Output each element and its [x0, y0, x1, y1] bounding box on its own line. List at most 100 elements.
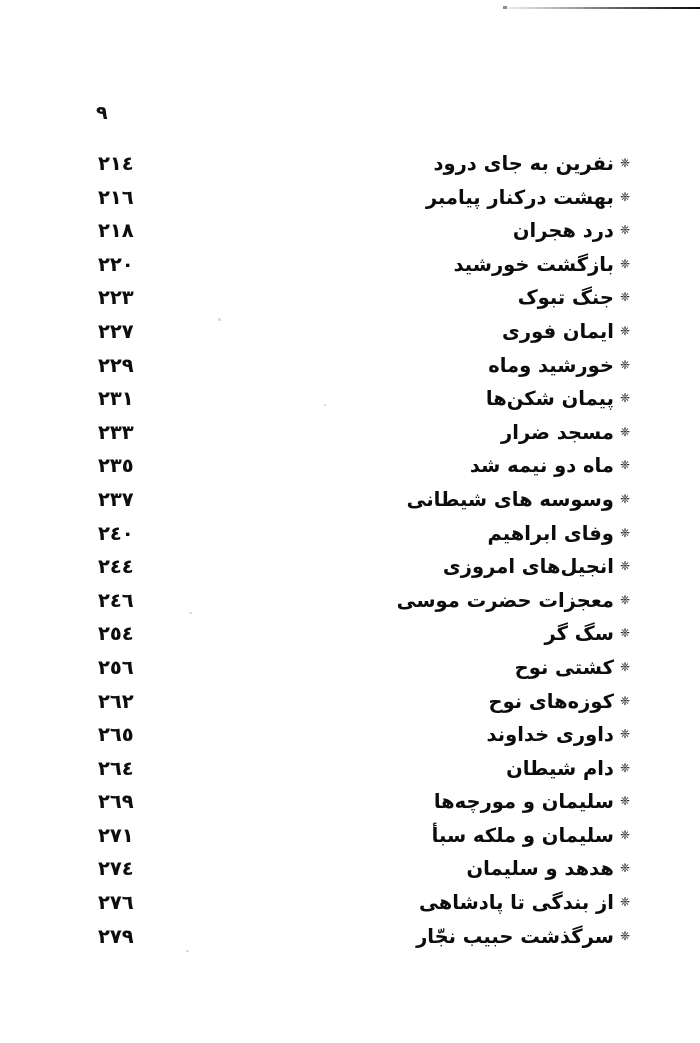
flower-bullet-icon: ❈ [619, 827, 630, 842]
toc-entry-title: درد هجران [512, 219, 614, 243]
toc-entry[interactable]: ❈ نفرین به جای درود [433, 152, 630, 176]
toc-entry[interactable]: ❈ وسوسه های شیطانی [407, 488, 630, 512]
toc-entry[interactable]: ❈ بازگشت خورشید [454, 253, 630, 277]
flower-bullet-icon: ❈ [619, 626, 630, 641]
toc-page-number: ٢٣٥ [98, 454, 134, 478]
toc-row[interactable]: ٢٣١ ❈ پیمان شکن‌ها [0, 387, 700, 421]
toc-row[interactable]: ٢٤٠ ❈ وفای ابراهیم [0, 522, 700, 556]
toc-entry[interactable]: ❈ سرگذشت حبیب نجّار [416, 925, 630, 949]
toc-entry[interactable]: ❈ داوری خداوند [487, 723, 630, 747]
toc-entry[interactable]: ❈ کشتی نوح [515, 656, 630, 680]
toc-entry[interactable]: ❈ دام شیطان [506, 757, 630, 781]
toc-row[interactable]: ٢٧٦ ❈ از بندگی تا پادشاهی [0, 891, 700, 925]
scan-edge-artifact [503, 7, 700, 9]
flower-bullet-icon: ❈ [619, 861, 630, 876]
toc-page-number: ٢١٤ [98, 152, 134, 175]
table-of-contents: ٢١٤ ❈ نفرین به جای درود ٢١٦ ❈ بهشت درکنار پیا… [0, 152, 700, 958]
toc-row[interactable]: ٢٢٣ ❈ جنگ تبوک [0, 286, 700, 320]
toc-entry[interactable]: ❈ ماه دو نیمه شد [470, 454, 630, 478]
toc-row[interactable]: ٢٣٣ ❈ مسجد ضرار [0, 421, 700, 455]
toc-page-number: ٢٣٣ [98, 420, 134, 444]
toc-page-number: ٢٣١ [98, 387, 134, 411]
toc-page-number: ٢٤٦ [98, 588, 134, 612]
toc-row[interactable]: ٢٢٩ ❈ خورشید وماه [0, 354, 700, 388]
toc-entry[interactable]: ❈ جنگ تبوک [518, 286, 630, 310]
toc-row[interactable]: ٢٦٥ ❈ داوری خداوند [0, 723, 700, 757]
toc-row[interactable]: ٢٤٤ ❈ انجیل‌های امروزی [0, 555, 700, 589]
toc-page-number: ٢٧١ [98, 823, 134, 847]
toc-row[interactable]: ٢١٤ ❈ نفرین به جای درود [0, 152, 700, 186]
toc-entry-title: دام شیطان [506, 756, 614, 780]
toc-entry-title: سرگذشت حبیب نجّار [416, 924, 614, 948]
toc-entry[interactable]: ❈ معجزات حضرت موسی [397, 589, 630, 613]
toc-entry[interactable]: ❈ انجیل‌های امروزی [443, 555, 630, 579]
toc-page-number: ٢٦٤ [98, 756, 134, 780]
toc-entry[interactable]: ❈ درد هجران [513, 219, 630, 243]
toc-row[interactable]: ٢٧٩ ❈ سرگذشت حبیب نجّار [0, 925, 700, 959]
toc-row[interactable]: ٢٣٥ ❈ ماه دو نیمه شد [0, 454, 700, 488]
toc-page-number: ٢٥٦ [98, 655, 134, 679]
toc-entry-title: ماه دو نیمه شد [469, 454, 614, 478]
toc-row[interactable]: ٢٥٤ ❈ سگ گر [0, 622, 700, 656]
toc-entry-title: نفرین به جای درود [433, 152, 614, 175]
toc-entry[interactable]: ❈ از بندگی تا پادشاهی [419, 891, 630, 915]
flower-bullet-icon: ❈ [619, 391, 630, 406]
toc-row[interactable]: ٢٢٠ ❈ بازگشت خورشید [0, 253, 700, 287]
toc-page-number: ٢٢٧ [98, 319, 134, 343]
toc-entry-title: معجزات حضرت موسی [396, 588, 614, 612]
flower-bullet-icon: ❈ [619, 760, 630, 775]
toc-entry[interactable]: ❈ کوزه‌های نوح [489, 690, 630, 714]
toc-page-number: ٢١٦ [98, 185, 134, 209]
flower-bullet-icon: ❈ [619, 424, 630, 439]
flower-bullet-icon: ❈ [619, 794, 630, 809]
toc-entry-title: سگ گر [544, 622, 614, 646]
toc-entry-title: سلیمان و ملکه سبأ [431, 823, 614, 847]
flower-bullet-icon: ❈ [619, 525, 630, 540]
toc-page-number: ٢٢٠ [98, 252, 134, 276]
toc-entry-title: مسجد ضرار [501, 420, 614, 444]
flower-bullet-icon: ❈ [619, 189, 630, 204]
flower-bullet-icon: ❈ [619, 895, 630, 910]
toc-row[interactable]: ٢٣٧ ❈ وسوسه های شیطانی [0, 488, 700, 522]
scan-edge-tick [503, 6, 507, 9]
toc-entry-title: کشتی نوح [514, 655, 614, 679]
flower-bullet-icon: ❈ [619, 256, 630, 271]
toc-entry[interactable]: ❈ مسجد ضرار [501, 421, 630, 445]
flower-bullet-icon: ❈ [619, 290, 630, 305]
page-number: ٩ [96, 102, 108, 124]
toc-row[interactable]: ٢١٨ ❈ درد هجران [0, 219, 700, 253]
toc-entry-title: پیمان شکن‌ها [485, 387, 614, 411]
toc-row[interactable]: ٢٧٤ ❈ هدهد و سلیمان [0, 857, 700, 891]
flower-bullet-icon: ❈ [619, 592, 630, 607]
toc-row[interactable]: ٢٧١ ❈ سلیمان و ملکه سبأ [0, 824, 700, 858]
toc-entry[interactable]: ❈ بهشت درکنار پیامبر [426, 186, 630, 210]
toc-row[interactable]: ٢١٦ ❈ بهشت درکنار پیامبر [0, 186, 700, 220]
toc-row[interactable]: ٢٤٦ ❈ معجزات حضرت موسی [0, 589, 700, 623]
toc-page-number: ٢٥٤ [98, 622, 134, 646]
toc-entry[interactable]: ❈ سگ گر [545, 622, 630, 646]
toc-entry[interactable]: ❈ ایمان فوری [502, 320, 630, 344]
toc-entry-title: بهشت درکنار پیامبر [425, 185, 614, 209]
flower-bullet-icon: ❈ [619, 458, 630, 473]
toc-entry[interactable]: ❈ هدهد و سلیمان [467, 857, 630, 881]
toc-entry[interactable]: ❈ سلیمان و ملکه سبأ [432, 824, 630, 848]
toc-entry[interactable]: ❈ پیمان شکن‌ها [486, 387, 630, 411]
toc-page-number: ٢٢٣ [98, 286, 134, 310]
toc-page-number: ٢٧٤ [98, 857, 134, 881]
toc-page-number: ٢٢٩ [98, 353, 134, 377]
toc-row[interactable]: ٢٥٦ ❈ کشتی نوح [0, 656, 700, 690]
toc-entry[interactable]: ❈ سلیمان و مورچه‌ها [434, 790, 630, 814]
toc-row[interactable]: ٢٢٧ ❈ ایمان فوری [0, 320, 700, 354]
toc-row[interactable]: ٢٦٩ ❈ سلیمان و مورچه‌ها [0, 790, 700, 824]
toc-entry-title: جنگ تبوک [517, 286, 614, 310]
flower-bullet-icon: ❈ [619, 223, 630, 238]
toc-row[interactable]: ٢٦٤ ❈ دام شیطان [0, 757, 700, 791]
toc-entry[interactable]: ❈ خورشید وماه [488, 354, 630, 378]
toc-entry-title: انجیل‌های امروزی [442, 555, 614, 579]
toc-row[interactable]: ٢٦٢ ❈ کوزه‌های نوح [0, 690, 700, 724]
flower-bullet-icon: ❈ [619, 491, 630, 506]
toc-page-number: ٢٦٢ [98, 689, 134, 713]
toc-entry-title: وفای ابراهیم [487, 521, 614, 545]
toc-entry[interactable]: ❈ وفای ابراهیم [487, 522, 630, 546]
toc-entry-title: وسوسه های شیطانی [406, 487, 614, 511]
